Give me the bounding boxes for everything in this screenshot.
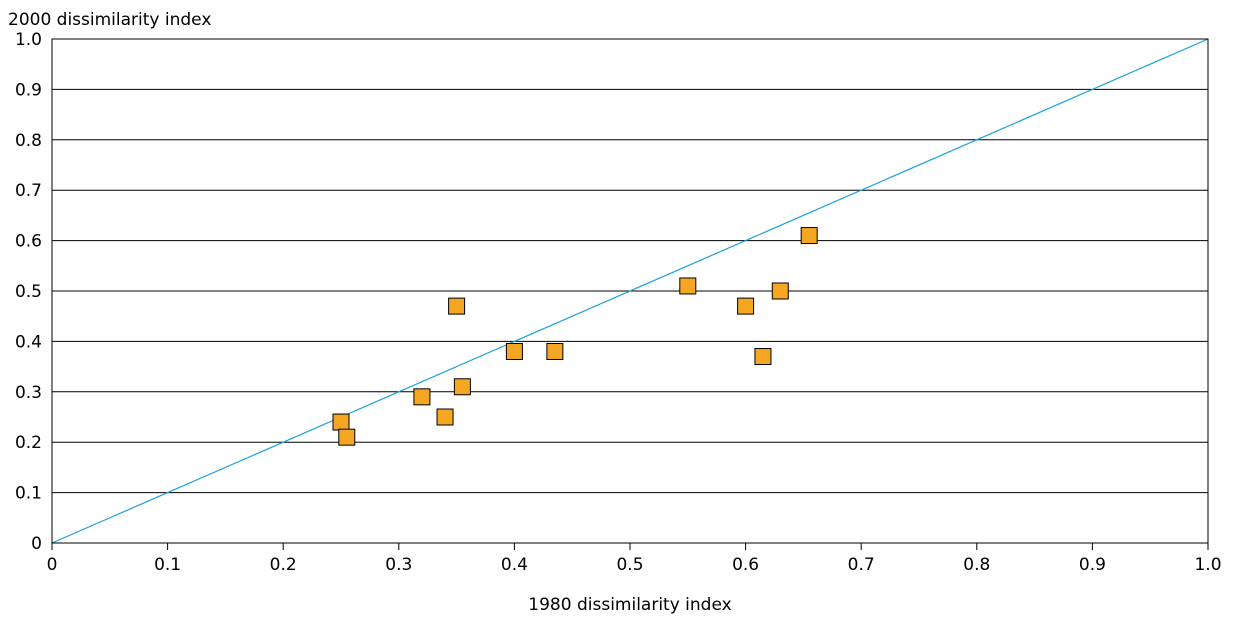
y-axis-ticks: 0 0.1 0.2 0.3 0.4 0.5 0.6 0.7 0.8 0.9 1.0 — [15, 30, 42, 554]
data-point — [800, 227, 818, 245]
x-tick-label: 0.9 — [1079, 555, 1106, 575]
diagonal-reference-line — [51, 38, 1209, 544]
x-axis-ticks: 0 0.1 0.2 0.3 0.4 0.5 0.6 0.7 0.8 0.9 1.0 — [47, 543, 1222, 575]
y-tick-label: 0.5 — [15, 282, 42, 302]
x-tick-label: 0.4 — [501, 555, 528, 575]
y-tick-label: 0.8 — [15, 131, 42, 151]
plot-area-frame — [51, 38, 1209, 544]
data-point — [546, 342, 564, 360]
y-tick-label: 0.6 — [15, 232, 42, 252]
x-tick-label: 1.0 — [1194, 555, 1221, 575]
y-tick-label: 0.7 — [15, 181, 42, 201]
x-tick-label: 0.3 — [385, 555, 412, 575]
data-point — [338, 428, 356, 446]
data-point — [413, 388, 431, 406]
y-tick-label: 0.3 — [15, 383, 42, 403]
data-point — [505, 342, 523, 360]
x-tick-label: 0.7 — [848, 555, 875, 575]
y-tick-label: 0 — [31, 534, 42, 554]
y-tick-label: 1.0 — [15, 30, 42, 50]
y-axis-title: 2000 dissimilarity index — [8, 10, 211, 30]
y-tick-label: 0.1 — [15, 484, 42, 504]
reference-line-group — [51, 38, 1209, 544]
x-tick-label: 0.1 — [154, 555, 181, 575]
data-point — [771, 282, 789, 300]
data-points — [332, 227, 818, 446]
y-tick-label: 0.9 — [15, 80, 42, 100]
data-point — [679, 277, 697, 295]
data-point — [754, 348, 772, 366]
data-point — [453, 378, 471, 396]
data-point — [332, 413, 350, 431]
data-point — [436, 408, 454, 426]
y-tick-label: 0.4 — [15, 332, 42, 352]
y-tick-label: 0.2 — [15, 433, 42, 453]
x-tick-label: 0.5 — [616, 555, 643, 575]
data-point — [737, 297, 755, 315]
x-tick-label: 0.8 — [963, 555, 990, 575]
x-tick-label: 0.6 — [732, 555, 759, 575]
x-tick-label: 0 — [47, 555, 58, 575]
x-tick-label: 0.2 — [270, 555, 297, 575]
data-point — [448, 297, 466, 315]
x-axis-title: 1980 dissimilarity index — [528, 595, 731, 615]
